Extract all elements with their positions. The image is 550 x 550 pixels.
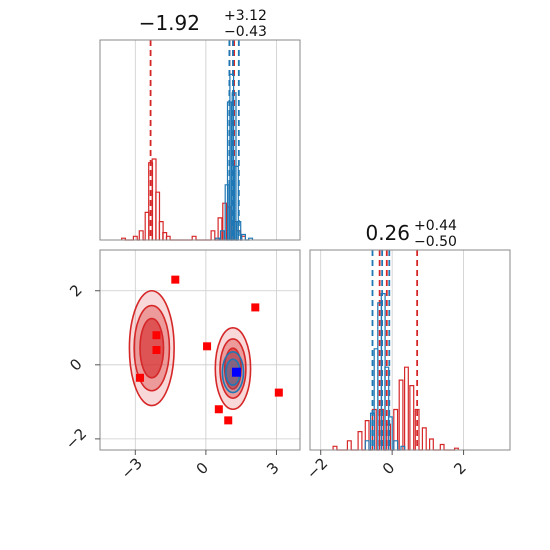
title-x1-upper-error: +3.12 (224, 8, 267, 24)
marginal-panel-x1: −1.92 +3.12 −0.43 (99, 8, 301, 241)
joint-marker-0-2 (152, 346, 161, 354)
joint-xtick-label-2: 3 (263, 459, 282, 478)
x2-xtick-label-2: 2 (450, 459, 469, 478)
title-x2-upper-error: +0.44 (414, 218, 457, 234)
joint-ytick-label-1: 0 (66, 355, 85, 374)
x2-histogram-series-0 (332, 366, 459, 451)
title-x2-median: 0.26 (365, 221, 410, 245)
x2-histogram-series-1 (364, 293, 406, 451)
joint-marker-0-6 (214, 405, 223, 414)
joint-marker-0-8 (274, 388, 283, 397)
marginal-frame-x1 (99, 39, 301, 241)
joint-marker-0-3 (136, 373, 144, 382)
x2-xtick-label-1: 0 (379, 459, 398, 478)
joint-marker-0-0 (171, 275, 180, 284)
title-x1-median: −1.92 (139, 11, 200, 35)
joint-panel: −3 0 3 −2 0 2 (62, 249, 301, 483)
title-x2-lower-error: −0.50 (414, 234, 457, 250)
x1-histogram-series-1 (215, 73, 254, 241)
joint-ytick-label-2: 2 (66, 281, 85, 300)
joint-marker-0-5 (251, 303, 260, 312)
marginal-panel-x2: −2 0 2 0.26 +0.44 −0.50 (303, 218, 511, 483)
joint-frame (99, 249, 301, 451)
joint-marker-0-7 (224, 416, 233, 425)
joint-ytick-label-0: −2 (62, 425, 90, 453)
x1-histogram-series-0 (121, 158, 246, 241)
joint-marker-1-0 (231, 367, 241, 377)
joint-marker-0-4 (203, 342, 212, 351)
joint-xtick-label-0: −3 (118, 454, 146, 482)
joint-marker-0-1 (152, 331, 161, 340)
title-x1-lower-error: −0.43 (224, 24, 267, 40)
x2-xtick-label-0: −2 (303, 454, 331, 482)
joint-xtick-label-1: 0 (193, 459, 212, 478)
marginal-frame-x2 (309, 249, 511, 451)
